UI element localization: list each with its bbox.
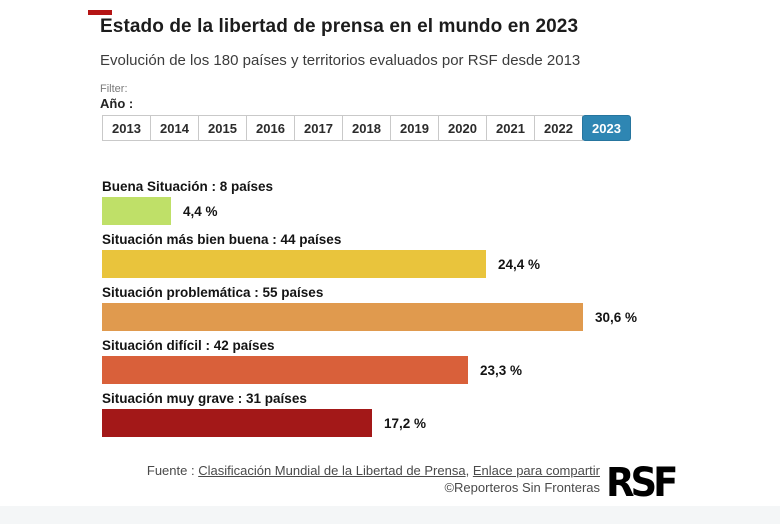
footer: Fuente : Clasificación Mundial de la Lib… xyxy=(120,462,600,496)
bar-row: Situación muy grave : 31 países 17,2 % xyxy=(102,391,780,437)
source-separator: , xyxy=(465,463,473,478)
filter-label: Filter: xyxy=(100,83,128,95)
year-tab-2017[interactable]: 2017 xyxy=(294,115,343,141)
bar[interactable] xyxy=(102,303,583,331)
bar-category-label: Situación problemática : 55 países xyxy=(102,285,324,300)
source-prefix: Fuente : xyxy=(146,463,199,478)
year-tab-2020[interactable]: 2020 xyxy=(438,115,487,141)
bar-row: Situación más bien buena : 44 países 24,4… xyxy=(102,232,780,278)
year-tab-2016[interactable]: 2016 xyxy=(246,115,295,141)
bar-value-label: 24,4 % xyxy=(498,256,541,272)
year-tab-2013[interactable]: 2013 xyxy=(102,115,151,141)
bar[interactable] xyxy=(102,356,468,384)
year-tab-2019[interactable]: 2019 xyxy=(390,115,439,141)
source-line: Fuente : Clasificación Mundial de la Lib… xyxy=(120,462,600,479)
bar-value-label: 4,4 % xyxy=(183,203,218,219)
page-subtitle: Evolución de los 180 países y territorio… xyxy=(100,52,581,69)
bar-line: 30,6 % xyxy=(102,303,780,331)
bar-category-label: Situación difícil : 42 países xyxy=(102,338,275,353)
year-filter-label: Año : xyxy=(100,96,134,111)
year-tab-2021[interactable]: 2021 xyxy=(486,115,535,141)
source-link-share[interactable]: Enlace para compartir xyxy=(472,463,600,478)
bar-line: 24,4 % xyxy=(102,250,780,278)
rsf-logo: RSF xyxy=(606,459,678,506)
bar-value-label: 23,3 % xyxy=(480,362,523,378)
bar-value-label: 17,2 % xyxy=(384,415,427,431)
chart-header: Estado de la libertad de prensa en el mu… xyxy=(100,16,760,141)
bar-category-label: Buena Situación : 8 países xyxy=(102,179,274,194)
year-tab-2018[interactable]: 2018 xyxy=(342,115,391,141)
year-tab-2014[interactable]: 2014 xyxy=(150,115,199,141)
source-link-ranking[interactable]: Clasificación Mundial de la Libertad de … xyxy=(198,463,466,478)
year-tab-2023[interactable]: 2023 xyxy=(582,115,631,141)
bar-category-label: Situación más bien buena : 44 países xyxy=(102,232,342,247)
accent-dash xyxy=(88,10,112,15)
year-tab-2015[interactable]: 2015 xyxy=(198,115,247,141)
bar-line: 4,4 % xyxy=(102,197,780,225)
bar-row: Situación difícil : 42 países 23,3 % xyxy=(102,338,780,384)
year-tabs: 2013 2014 2015 2016 2017 2018 2019 2020 2021 2022… xyxy=(102,115,760,141)
bottom-strip xyxy=(0,506,780,524)
bar-category-label: Situación muy grave : 31 países xyxy=(102,391,307,406)
page-title: Estado de la libertad de prensa en el mu… xyxy=(100,16,579,37)
bar[interactable] xyxy=(102,250,486,278)
bar-line: 17,2 % xyxy=(102,409,780,437)
bar-row: Situación problemática : 55 países 30,6 % xyxy=(102,285,780,331)
bar[interactable] xyxy=(102,409,372,437)
bar-line: 23,3 % xyxy=(102,356,780,384)
bar-value-label: 30,6 % xyxy=(595,309,638,325)
bar[interactable] xyxy=(102,197,171,225)
copyright-text: ©Reporteros Sin Fronteras xyxy=(444,480,600,495)
year-tab-2022[interactable]: 2022 xyxy=(534,115,583,141)
bar-row: Buena Situación : 8 países 4,4 % xyxy=(102,179,780,225)
bar-chart: Buena Situación : 8 países 4,4 % Situación… xyxy=(102,179,780,444)
